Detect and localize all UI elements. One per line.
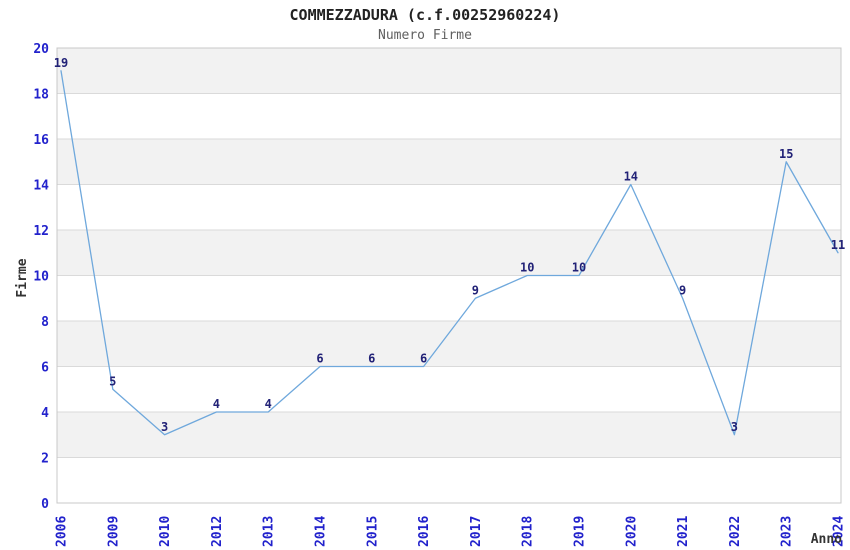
x-tick-group: 2006 2009 2010 2012 2013 2014 2015 2016 2017 2018… — [55, 516, 847, 547]
y-tick-label: 18 — [33, 88, 49, 103]
point-label: 14 — [624, 170, 638, 184]
x-tick-label: 2024 — [832, 516, 847, 547]
y-tick-label: 20 — [33, 42, 49, 57]
point-label: 6 — [316, 352, 323, 366]
grid-band — [57, 230, 841, 276]
y-tick-label: 16 — [33, 133, 49, 148]
series-line — [60, 70, 839, 436]
point-label: 11 — [831, 238, 845, 252]
y-axis-title: Firme — [15, 258, 30, 297]
x-tick-label: 2010 — [158, 516, 173, 547]
point-label: 19 — [54, 56, 68, 70]
grid-band — [57, 139, 841, 185]
x-tick-label: 2020 — [624, 516, 639, 547]
point-label: 4 — [265, 397, 272, 411]
point-label: 9 — [472, 283, 479, 297]
y-tick-label: 4 — [41, 406, 49, 421]
point-label: 4 — [213, 397, 220, 411]
y-tick-label: 14 — [33, 179, 49, 194]
y-tick-label: 2 — [41, 452, 49, 467]
point-label: 10 — [520, 261, 534, 275]
grid-group — [57, 93, 841, 458]
y-tick-label: 6 — [41, 361, 49, 376]
point-label: 3 — [161, 420, 168, 434]
x-tick-label: 2016 — [417, 516, 432, 547]
x-tick-label: 2012 — [210, 516, 225, 547]
x-axis-title: Anno — [811, 532, 842, 547]
point-label: 3 — [731, 420, 738, 434]
y-tick-label: 10 — [33, 270, 49, 285]
plot-border — [56, 47, 842, 504]
y-tick-label: 0 — [41, 497, 49, 512]
x-tick-label: 2019 — [573, 516, 588, 547]
y-tick-label: 8 — [41, 315, 49, 330]
y-tick-label: 12 — [33, 224, 49, 239]
x-tick-label: 2013 — [262, 516, 277, 547]
point-label: 9 — [679, 283, 686, 297]
x-tick-label: 2006 — [55, 516, 70, 547]
point-label: 10 — [572, 261, 586, 275]
x-tick-label: 2022 — [728, 516, 743, 547]
x-tick-label: 2014 — [314, 516, 329, 547]
point-label: 6 — [368, 352, 375, 366]
grid-band — [57, 48, 841, 94]
x-tick-label: 2015 — [365, 516, 380, 547]
grid-band — [57, 412, 841, 458]
point-label: 6 — [420, 352, 427, 366]
point-label: 5 — [109, 374, 116, 388]
point-label-group: 19 5 3 4 4 6 6 6 9 10 10 14 9 3 15 11 — [54, 56, 845, 434]
x-tick-label: 2017 — [469, 516, 484, 547]
grid-band — [57, 321, 841, 367]
x-tick-label: 2021 — [676, 516, 691, 547]
band-group — [57, 48, 841, 458]
x-tick-label: 2018 — [521, 516, 536, 547]
chart-subtitle: Numero Firme — [378, 28, 472, 43]
point-label: 15 — [779, 147, 793, 161]
x-tick-label: 2009 — [106, 516, 121, 547]
y-tick-group: 0 2 4 6 8 10 12 14 16 18 20 — [33, 42, 49, 512]
x-tick-label: 2023 — [780, 516, 795, 547]
chart-title: COMMEZZADURA (c.f.00252960224) — [289, 6, 561, 24]
